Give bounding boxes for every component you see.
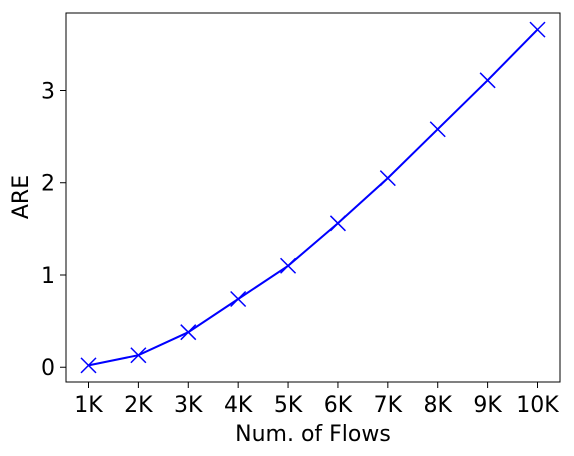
data-point-marker — [330, 216, 345, 231]
data-point-marker — [530, 22, 545, 37]
series-layer — [81, 22, 545, 373]
y-tick-label: 2 — [41, 172, 55, 197]
y-tick-label: 3 — [41, 79, 55, 104]
y-tick-label: 0 — [41, 356, 55, 381]
y-tick-label: 1 — [41, 264, 55, 289]
data-point-marker — [81, 358, 96, 373]
data-point-marker — [380, 171, 395, 186]
x-tick-label: 7K — [374, 393, 403, 418]
series-line — [89, 30, 538, 366]
data-point-marker — [131, 348, 146, 363]
data-point-marker — [181, 325, 196, 340]
x-tick-label: 10K — [516, 393, 559, 418]
x-axis-label: Num. of Flows — [235, 422, 391, 447]
x-tick-label: 9K — [473, 393, 502, 418]
x-tick-label: 1K — [74, 393, 103, 418]
x-tick-label: 5K — [274, 393, 303, 418]
x-axis: 1K 2K 3K 4K 5K 6K 7K 8K 9K 10K — [74, 382, 559, 418]
data-point-marker — [430, 122, 445, 137]
data-point-marker — [231, 291, 246, 306]
y-axis-label: ARE — [9, 175, 34, 219]
y-axis: 0 1 2 3 — [41, 79, 66, 381]
x-tick-label: 3K — [174, 393, 203, 418]
plot-frame — [66, 13, 560, 382]
x-tick-label: 2K — [124, 393, 153, 418]
x-tick-label: 8K — [424, 393, 453, 418]
data-point-marker — [281, 258, 296, 273]
x-tick-label: 4K — [224, 393, 253, 418]
x-tick-label: 6K — [324, 393, 353, 418]
data-point-marker — [480, 73, 495, 88]
